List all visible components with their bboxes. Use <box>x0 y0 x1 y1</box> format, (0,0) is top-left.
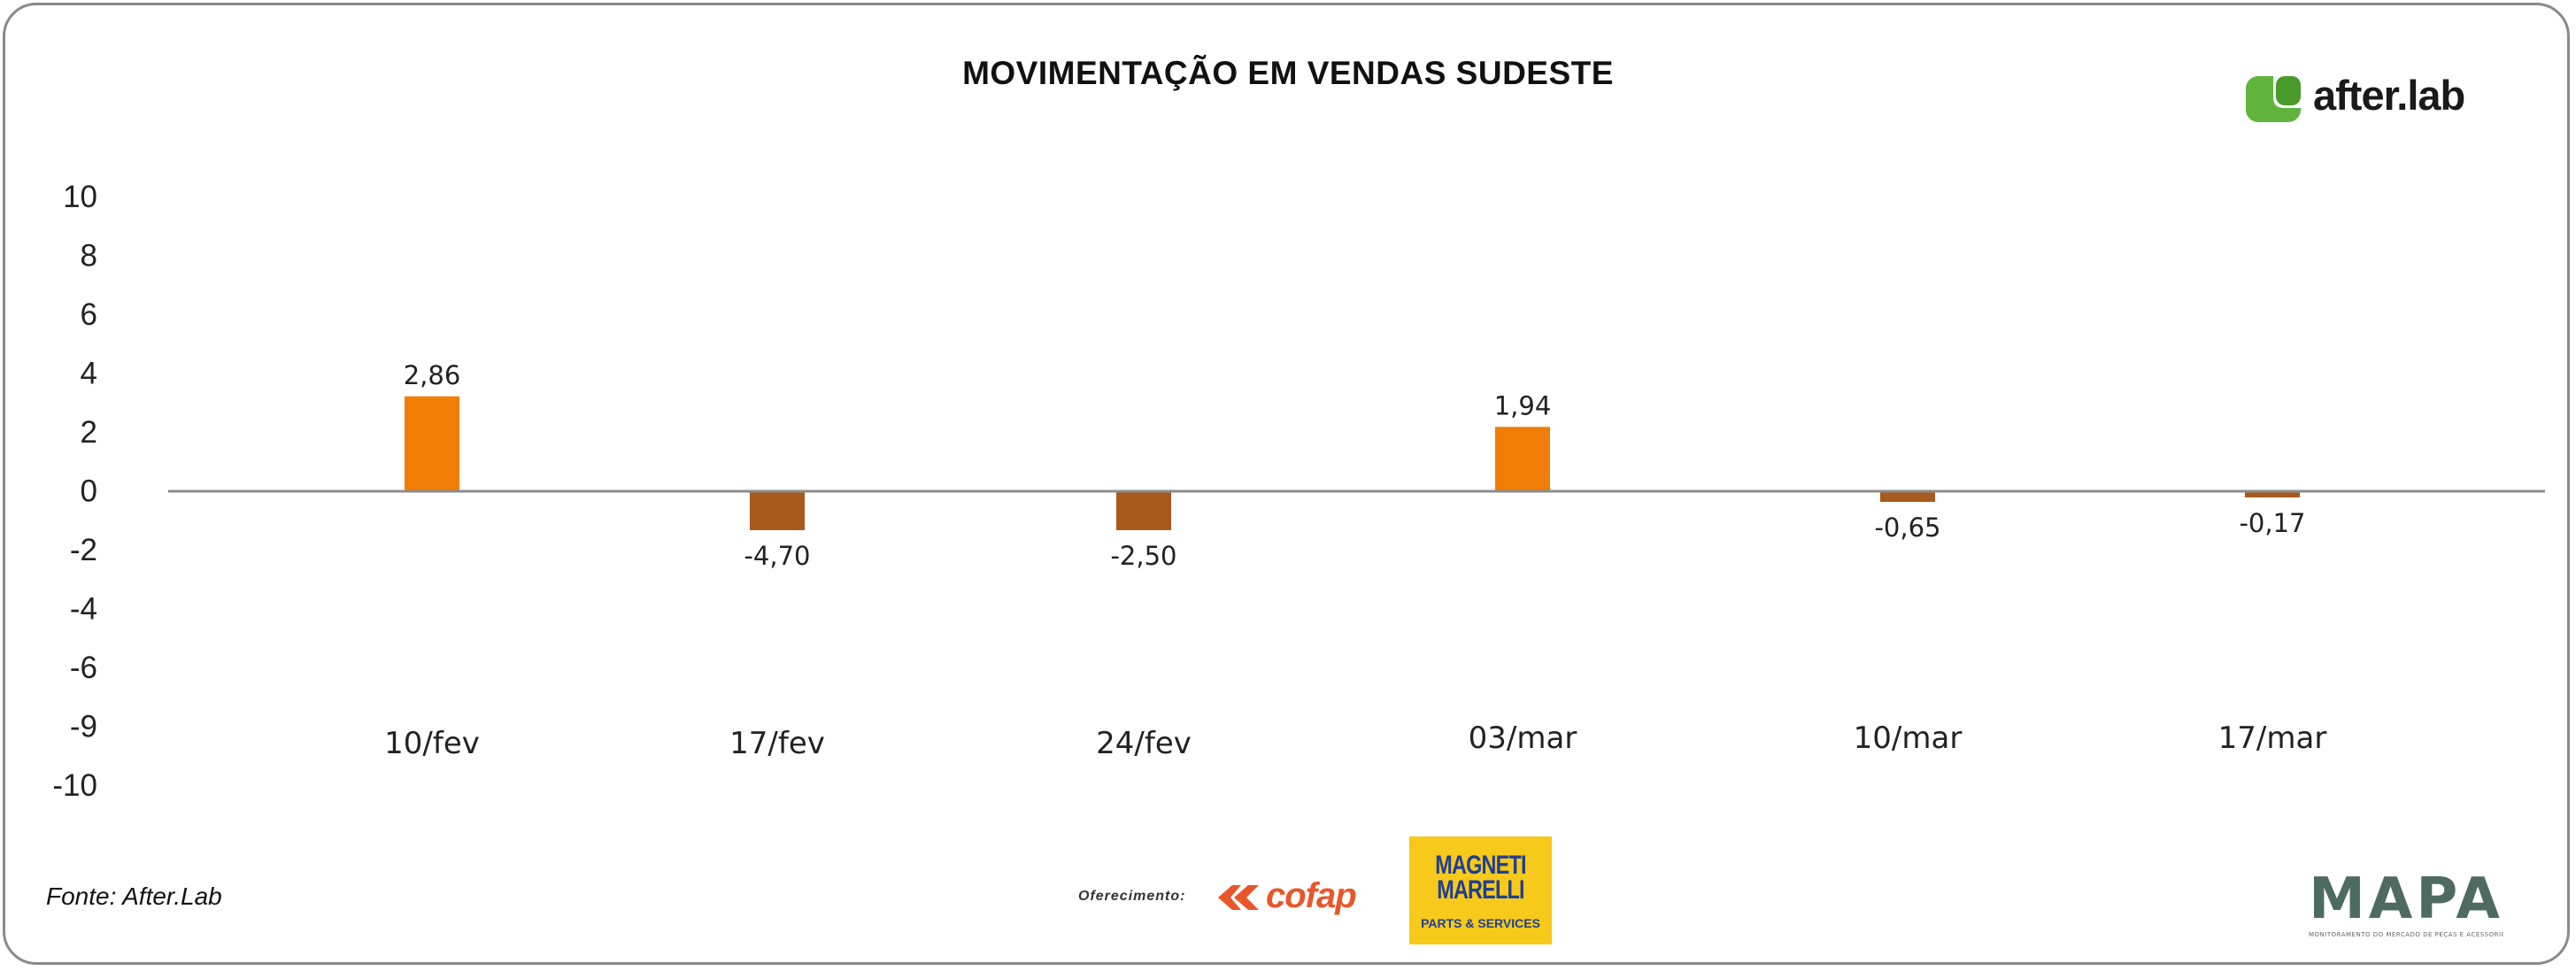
y-tick-label: 8 <box>81 239 97 274</box>
y-tick-label: -9 <box>70 710 97 744</box>
data-label: -2,50 <box>1110 541 1176 571</box>
afterlab-mark-icon <box>2246 76 2301 122</box>
cofap-logo: cofap <box>1215 876 1383 921</box>
x-category-label: 10/mar <box>1854 721 1963 756</box>
x-category-label: 03/mar <box>1469 721 1577 756</box>
x-category-label: 17/mar <box>2218 721 2327 756</box>
mapa-logo: MAPA MONITORAMENTO DO MERCADO DE PEÇAS E… <box>2309 871 2503 942</box>
data-label: -0,65 <box>1874 512 1940 543</box>
y-tick-label: -10 <box>52 768 97 803</box>
y-tick-label: 4 <box>81 357 97 391</box>
afterlab-logo: after.lab <box>2242 71 2490 124</box>
cofap-wordmark: cofap <box>1266 876 1357 915</box>
bar <box>2245 491 2300 497</box>
y-tick-label: 0 <box>81 474 97 509</box>
y-tick-label: 10 <box>63 180 97 214</box>
chart-title: MOVIMENTAÇÃO EM VENDAS SUDESTE <box>962 55 1614 91</box>
cofap-mark-icon <box>1218 885 1259 910</box>
mapa-subtitle: MONITORAMENTO DO MERCADO DE PEÇAS E ACES… <box>2309 931 2503 938</box>
source-note: Fonte: After.Lab <box>46 882 222 910</box>
data-label: 2,86 <box>404 360 461 390</box>
data-label: -0,17 <box>2239 508 2305 538</box>
offering-label: Oferecimento: <box>1078 889 1186 904</box>
x-category-label: 17/fev <box>729 726 825 761</box>
magneti-wordmark-line2: MARELLI <box>1437 875 1524 905</box>
y-tick-label: -2 <box>70 533 97 567</box>
bar <box>405 396 459 491</box>
x-category-label: 10/fev <box>384 726 480 761</box>
bar <box>1116 491 1171 530</box>
y-tick-label: 6 <box>81 297 97 332</box>
bar <box>750 491 805 530</box>
data-label: -4,70 <box>744 541 810 571</box>
afterlab-wordmark: after.lab <box>2313 72 2465 119</box>
y-tick-label: -4 <box>70 592 97 627</box>
magneti-marelli-logo: MAGNETI MARELLI PARTS & SERVICES <box>1409 836 1552 944</box>
y-tick-label: -6 <box>70 651 97 685</box>
magneti-wordmark-line1: MAGNETI <box>1435 851 1526 880</box>
bar <box>1880 491 1935 502</box>
bar <box>1495 427 1550 491</box>
data-label: 1,94 <box>1494 390 1552 420</box>
x-category-label: 24/fev <box>1096 726 1192 761</box>
y-tick-label: 2 <box>81 415 97 450</box>
mapa-wordmark: MAPA <box>2309 867 2503 932</box>
magneti-subtitle: PARTS & SERVICES <box>1421 916 1540 930</box>
